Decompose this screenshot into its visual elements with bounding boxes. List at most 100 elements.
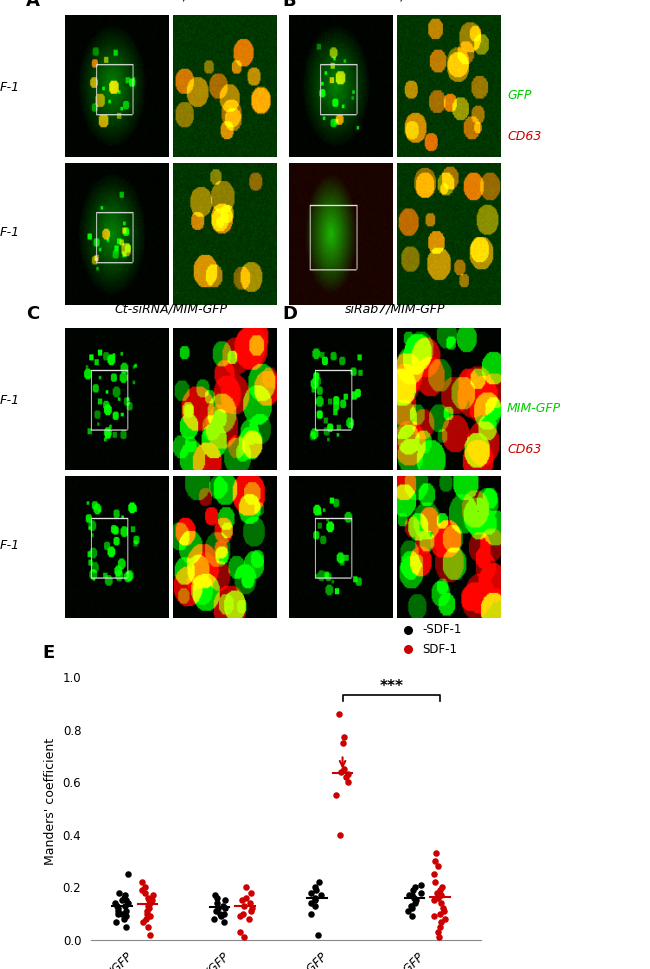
- Point: [148, 888, 159, 903]
- Point: [434, 929, 445, 945]
- Point: [309, 880, 320, 895]
- Text: +SDF-1: +SDF-1: [0, 539, 20, 552]
- Text: D: D: [283, 304, 298, 323]
- Point: [246, 903, 256, 919]
- Point: [436, 888, 446, 903]
- Text: MIM-GFP: MIM-GFP: [507, 402, 561, 416]
- Point: [140, 911, 151, 926]
- Point: [142, 891, 153, 906]
- Point: [436, 914, 447, 929]
- Point: [120, 898, 130, 914]
- Point: [142, 898, 153, 914]
- Point: [432, 924, 443, 940]
- Point: [430, 845, 441, 860]
- Point: [143, 919, 153, 934]
- Point: [122, 892, 132, 908]
- Point: [436, 895, 447, 911]
- Point: [407, 900, 417, 916]
- Point: [410, 892, 421, 908]
- Point: [240, 880, 251, 895]
- Point: [407, 909, 417, 924]
- Point: [403, 903, 413, 919]
- Point: [246, 900, 257, 916]
- Point: [432, 885, 443, 900]
- Point: [213, 900, 223, 916]
- Point: [245, 885, 255, 900]
- Text: B: B: [283, 0, 296, 10]
- Point: [118, 891, 129, 906]
- Text: A: A: [26, 0, 40, 10]
- Point: [208, 911, 218, 926]
- Point: [219, 906, 229, 922]
- Point: [311, 882, 322, 897]
- Text: -SDF-1: -SDF-1: [0, 393, 20, 407]
- Point: [235, 909, 246, 924]
- Point: [316, 888, 326, 903]
- Point: [241, 891, 252, 906]
- Point: [428, 892, 439, 908]
- Point: [433, 891, 443, 906]
- Point: [239, 929, 249, 945]
- Point: [439, 903, 449, 919]
- Point: [430, 874, 441, 890]
- Point: [124, 895, 134, 911]
- Point: [239, 898, 250, 914]
- Point: [309, 891, 320, 906]
- Point: [120, 903, 131, 919]
- Point: [211, 903, 221, 919]
- Point: [244, 911, 255, 926]
- Point: [146, 927, 156, 943]
- Point: [113, 906, 124, 922]
- Point: [408, 882, 418, 897]
- Point: [331, 788, 341, 803]
- Point: [336, 764, 346, 779]
- Point: [429, 866, 439, 882]
- Text: +SDF-1: +SDF-1: [0, 226, 20, 239]
- Point: [407, 888, 417, 903]
- Point: [339, 762, 349, 777]
- Point: [410, 880, 420, 895]
- Point: [416, 877, 426, 892]
- Point: [437, 880, 448, 895]
- Point: [239, 906, 249, 922]
- Point: [123, 866, 133, 882]
- Point: [220, 892, 230, 908]
- Point: [111, 895, 121, 911]
- Text: GFP: GFP: [507, 89, 532, 103]
- Point: [310, 898, 320, 914]
- Point: [313, 927, 324, 943]
- Point: [435, 919, 445, 934]
- Point: [433, 859, 443, 874]
- Text: siRab7/MIM-GFP: siRab7/MIM-GFP: [344, 303, 445, 316]
- Point: [136, 882, 147, 897]
- Point: [142, 906, 152, 922]
- Point: [306, 885, 316, 900]
- Point: [114, 885, 125, 900]
- Point: [120, 888, 131, 903]
- Point: [144, 895, 155, 911]
- Point: [306, 906, 316, 922]
- Point: [402, 622, 413, 638]
- Point: [117, 892, 127, 908]
- Point: [210, 888, 220, 903]
- Text: Ct-siRNA/MIM-GFP: Ct-siRNA/MIM-GFP: [114, 303, 227, 316]
- Point: [434, 906, 445, 922]
- Point: [438, 900, 448, 916]
- Point: [244, 895, 255, 911]
- Point: [335, 827, 346, 842]
- Point: [216, 909, 227, 924]
- Point: [219, 900, 229, 916]
- Text: E: E: [42, 644, 55, 663]
- Point: [120, 909, 131, 924]
- Point: [215, 906, 226, 922]
- Text: siRab7/GFP: siRab7/GFP: [359, 0, 430, 3]
- Point: [439, 911, 450, 926]
- Point: [219, 914, 229, 929]
- Point: [402, 641, 413, 657]
- Point: [429, 909, 439, 924]
- Point: [309, 892, 320, 908]
- Point: [416, 885, 426, 900]
- Point: [144, 892, 154, 908]
- Point: [343, 774, 353, 790]
- Text: CD63: CD63: [507, 130, 541, 143]
